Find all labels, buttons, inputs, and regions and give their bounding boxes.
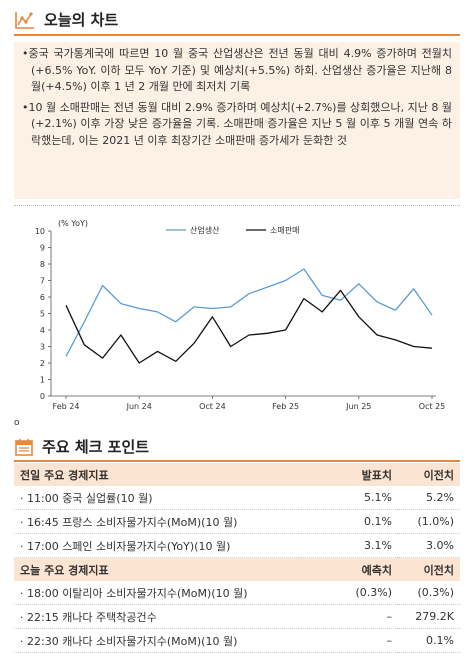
y-tick-label: 1 [40, 376, 45, 385]
indicator-name: · 22:15 캐나다 주택착공건수 [14, 604, 301, 629]
indicator-name: · 16:45 프랑스 소비자물가지수(MoM)(10 월) [14, 509, 301, 534]
section-header-check-points: 주요 체크 포인트 [14, 436, 149, 457]
y-tick-label: 5 [40, 310, 45, 319]
table-row: · 17:00 스페인 소비자물가지수(YoY)(10 월) 3.1% 3.0% [14, 533, 460, 558]
y-tick-label: 3 [40, 343, 45, 352]
indicator-name: · 17:00 스페인 소비자물가지수(YoY)(10 월) [14, 533, 301, 558]
summary-box: •중국 국가통계국에 따르면 10 월 중국 산업생산은 전년 동월 대비 4.… [14, 42, 460, 199]
x-tick-label: Feb 24 [53, 402, 80, 411]
series-line-industrial-production [65, 268, 433, 357]
x-tick-label: Oct 25 [419, 402, 446, 411]
line-chart-icon [15, 11, 34, 29]
indicator-value: 5.1% [301, 486, 398, 510]
chart-source-note: o [14, 418, 20, 428]
x-tick-label: Jun 24 [126, 402, 152, 411]
line-chart: 0 1 2 3 4 5 6 7 8 9 10 Feb 24 Jun 24 Oct 24 Feb 25 Jun… [14, 209, 460, 415]
table-row: · 11:00 중국 실업률(10 월) 5.1% 5.2% [14, 486, 460, 510]
x-tick-label: Jun 25 [345, 402, 371, 411]
summary-bullet: •중국 국가통계국에 따르면 10 월 중국 산업생산은 전년 동월 대비 4.… [22, 47, 452, 93]
indicator-value: (0.3%) [301, 581, 398, 605]
y-tick-label: 4 [40, 326, 45, 335]
legend-label-retail: 소매판매 [270, 226, 299, 235]
table-row: · 18:00 이탈리아 소비자물가지수(MoM)(10 월) (0.3%) (… [14, 581, 460, 605]
chart-legend: 산업생산 소매판매 [166, 225, 299, 235]
indicator-prior: 3.0% [398, 533, 460, 558]
table-section-header: 오늘 주요 경제지표 예측치 이전치 [14, 557, 460, 581]
indicator-name: · 11:00 중국 실업률(10 월) [14, 486, 301, 510]
summary-bullet: •10 월 소매판매는 전년 동월 대비 2.9% 증가하며 예상치(+2.7%… [22, 100, 453, 147]
section-divider [14, 34, 460, 36]
legend-label-industrial: 산업생산 [190, 225, 220, 235]
y-tick-label: 9 [40, 244, 45, 253]
y-tick-label: 10 [35, 227, 45, 236]
indicator-name: · 18:00 이탈리아 소비자물가지수(MoM)(10 월) [14, 581, 301, 605]
indicator-value: 3.1% [301, 533, 398, 558]
section-header-todays-chart: 오늘의 차트 [14, 9, 118, 30]
table-section-header: 전일 주요 경제지표 발표치 이전치 [14, 463, 460, 486]
y-axis-label: (% YoY) [58, 219, 88, 228]
indicator-value: – [301, 604, 398, 629]
column-header: 이전치 [398, 557, 460, 581]
column-header: 오늘 주요 경제지표 [14, 557, 301, 581]
indicator-value: – [301, 628, 398, 653]
column-header: 전일 주요 경제지표 [14, 463, 301, 486]
column-header: 예측치 [301, 557, 398, 581]
column-header: 발표치 [301, 463, 398, 486]
indicator-value: 0.1% [301, 509, 398, 534]
y-tick-label: 2 [40, 359, 45, 368]
y-tick-label: 8 [40, 260, 45, 269]
calendar-icon [15, 438, 33, 456]
x-tick-label: Oct 24 [199, 402, 226, 411]
indicator-prior: 0.1% [398, 628, 460, 653]
indicator-prior: 279.2K [398, 604, 460, 629]
line-chart-svg: 0 1 2 3 4 5 6 7 8 9 10 Feb 24 Jun 24 Oct 24 Feb 25 Jun… [35, 219, 446, 411]
indicator-prior: 5.2% [398, 486, 460, 510]
indicator-prior: (0.3%) [398, 581, 460, 605]
indicator-prior: (1.0%) [398, 509, 460, 534]
section-title: 주요 체크 포인트 [42, 438, 150, 456]
column-header: 이전치 [398, 463, 460, 486]
x-tick-label: Feb 25 [272, 402, 299, 411]
series-line-retail-sales [65, 289, 433, 364]
table-row: · 22:30 캐나다 소비자물가지수(MoM)(10 월) – 0.1% [14, 628, 460, 653]
y-tick-label: 0 [40, 392, 45, 401]
table-row: · 16:45 프랑스 소비자물가지수(MoM)(10 월) 0.1% (1.0… [14, 509, 460, 534]
section-title: 오늘의 차트 [44, 11, 119, 29]
table-row: · 22:15 캐나다 주택착공건수 – 279.2K [14, 604, 460, 629]
indicator-name: · 22:30 캐나다 소비자물가지수(MoM)(10 월) [14, 628, 301, 653]
y-tick-label: 7 [40, 277, 45, 286]
section-divider [14, 460, 460, 462]
chart-top-border [14, 205, 460, 206]
economic-indicators-table: 전일 주요 경제지표 발표치 이전치 · 11:00 중국 실업률(10 월) … [14, 463, 460, 653]
y-tick-label: 6 [40, 293, 45, 302]
